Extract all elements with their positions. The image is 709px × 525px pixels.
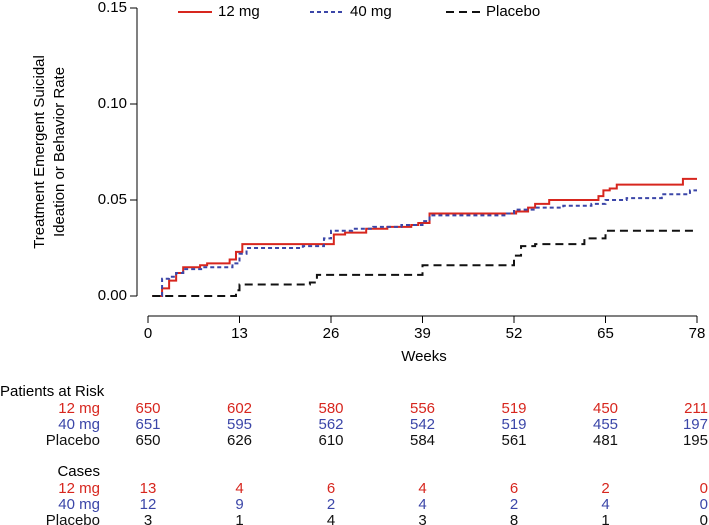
row-label: 40 mg [58,496,100,513]
legend-label: Placebo [486,3,540,20]
row-label: 40 mg [58,416,100,433]
y-tick-label: 0.05 [98,191,127,208]
table-title: Patients at Risk [0,383,105,400]
table-cell: 610 [318,432,343,449]
table-cell: 481 [593,432,618,449]
x-tick-label: 39 [414,325,431,342]
step-line [152,177,697,297]
table-cell: 584 [410,432,435,449]
table-cell: 12 [140,496,157,513]
table-cell: 0 [700,496,708,513]
legend-label: 12 mg [218,3,260,20]
step-line [155,189,697,297]
table-cell: 3 [144,512,152,525]
table-title: Cases [57,463,100,480]
table-cell: 2 [510,496,518,513]
legend-label: 40 mg [350,3,392,20]
table-cell: 1 [235,512,243,525]
table-cell: 211 [684,400,708,417]
y-tick-label: 0.00 [98,287,127,304]
table-cell: 650 [135,432,160,449]
table-cell: 561 [501,432,526,449]
table-cell: 6 [327,480,335,497]
x-tick-label: 52 [506,325,523,342]
table-cell: 1 [601,512,609,525]
table-cell: 542 [410,416,435,433]
table-cell: 650 [135,400,160,417]
row-label: 12 mg [58,400,100,417]
table-cell: 197 [683,416,708,433]
step-line [152,229,697,297]
table-cell: 562 [318,416,343,433]
table-cell: 450 [593,400,618,417]
row-label: Placebo [46,432,100,449]
y-tick-label: 0.10 [98,95,127,112]
table-cell: 0 [700,512,708,525]
y-axis-label: Ideation or Behavior Rate [51,67,68,237]
table-cell: 13 [140,480,157,497]
x-tick-label: 65 [597,325,614,342]
table-cell: 4 [418,496,426,513]
table-cell: 556 [410,400,435,417]
table-cell: 9 [235,496,243,513]
x-tick-label: 13 [231,325,248,342]
x-tick-label: 78 [689,325,706,342]
row-label: 12 mg [58,480,100,497]
table-cell: 626 [227,432,252,449]
table-cell: 519 [501,416,526,433]
table-cell: 0 [700,480,708,497]
table-cell: 4 [601,496,609,513]
x-axis-label: Weeks [401,348,447,365]
table-cell: 3 [418,512,426,525]
table-cell: 2 [601,480,609,497]
row-label: Placebo [46,512,100,525]
table-cell: 580 [318,400,343,417]
table-cell: 195 [683,432,708,449]
table-cell: 455 [593,416,618,433]
table-cell: 4 [418,480,426,497]
y-axis-label: Treatment Emergent Suicidal [31,55,48,249]
table-cell: 4 [235,480,243,497]
table-cell: 4 [327,512,335,525]
y-tick-label: 0.15 [98,0,127,16]
x-tick-label: 26 [323,325,340,342]
x-tick-label: 0 [144,325,152,342]
table-cell: 2 [327,496,335,513]
table-cell: 602 [227,400,252,417]
table-cell: 6 [510,480,518,497]
table-cell: 8 [510,512,518,525]
table-cell: 651 [135,416,160,433]
table-cell: 519 [501,400,526,417]
table-cell: 595 [227,416,252,433]
